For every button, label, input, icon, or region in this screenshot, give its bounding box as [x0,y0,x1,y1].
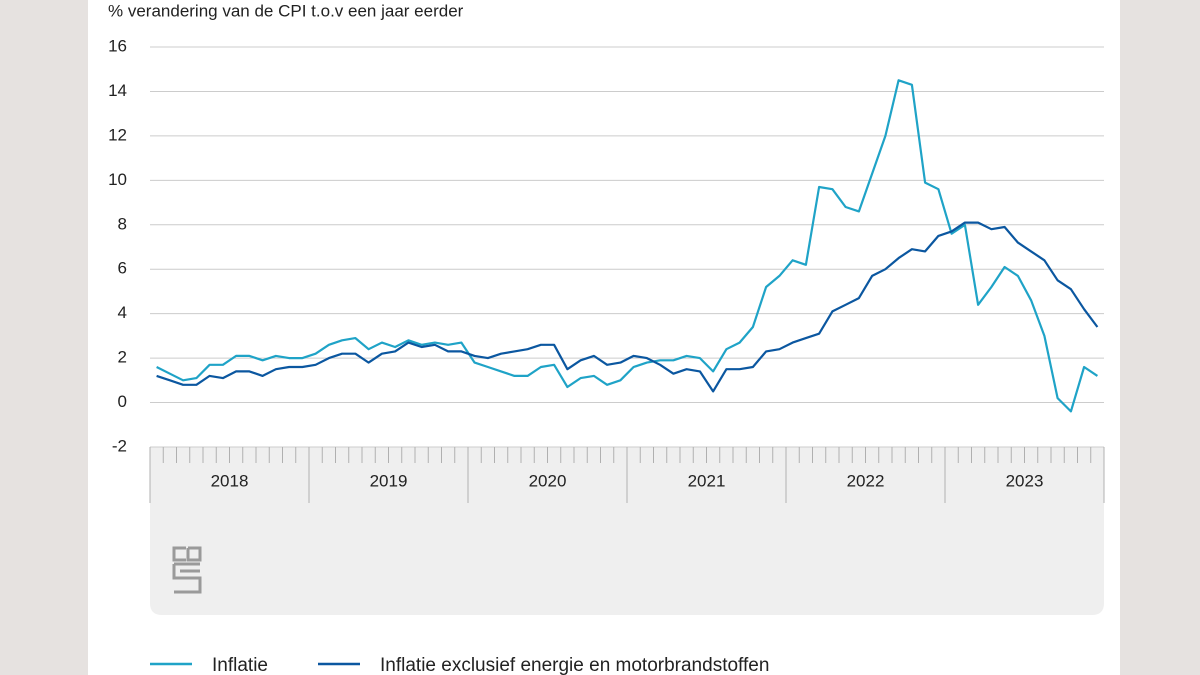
y-tick-label: 10 [108,170,127,189]
x-tick-label: 2020 [529,471,567,490]
x-tick-label: 2021 [688,471,726,490]
y-tick-label: 16 [108,36,127,55]
y-tick-label: 6 [118,259,127,278]
legend-label: Inflatie [212,655,268,675]
y-tick-label: 8 [118,214,127,233]
axis-title: % verandering van de CPI t.o.v een jaar … [108,1,464,20]
x-tick-label: 2023 [1006,471,1044,490]
y-tick-label: 2 [118,348,127,367]
y-tick-label: 4 [118,303,127,322]
y-tick-label: 0 [118,392,127,411]
x-tick-label: 2018 [211,471,249,490]
series-line [156,79,1099,413]
series-line [156,221,1099,393]
logo [172,546,202,594]
y-tick-label: -2 [112,436,127,455]
x-tick-label: 2019 [370,471,408,490]
y-tick-label: 14 [108,81,127,100]
y-tick-label: 12 [108,125,127,144]
x-tick-label: 2022 [847,471,885,490]
legend-label: Inflatie exclusief energie en motorbrand… [380,655,769,675]
axis-box [150,447,1104,615]
